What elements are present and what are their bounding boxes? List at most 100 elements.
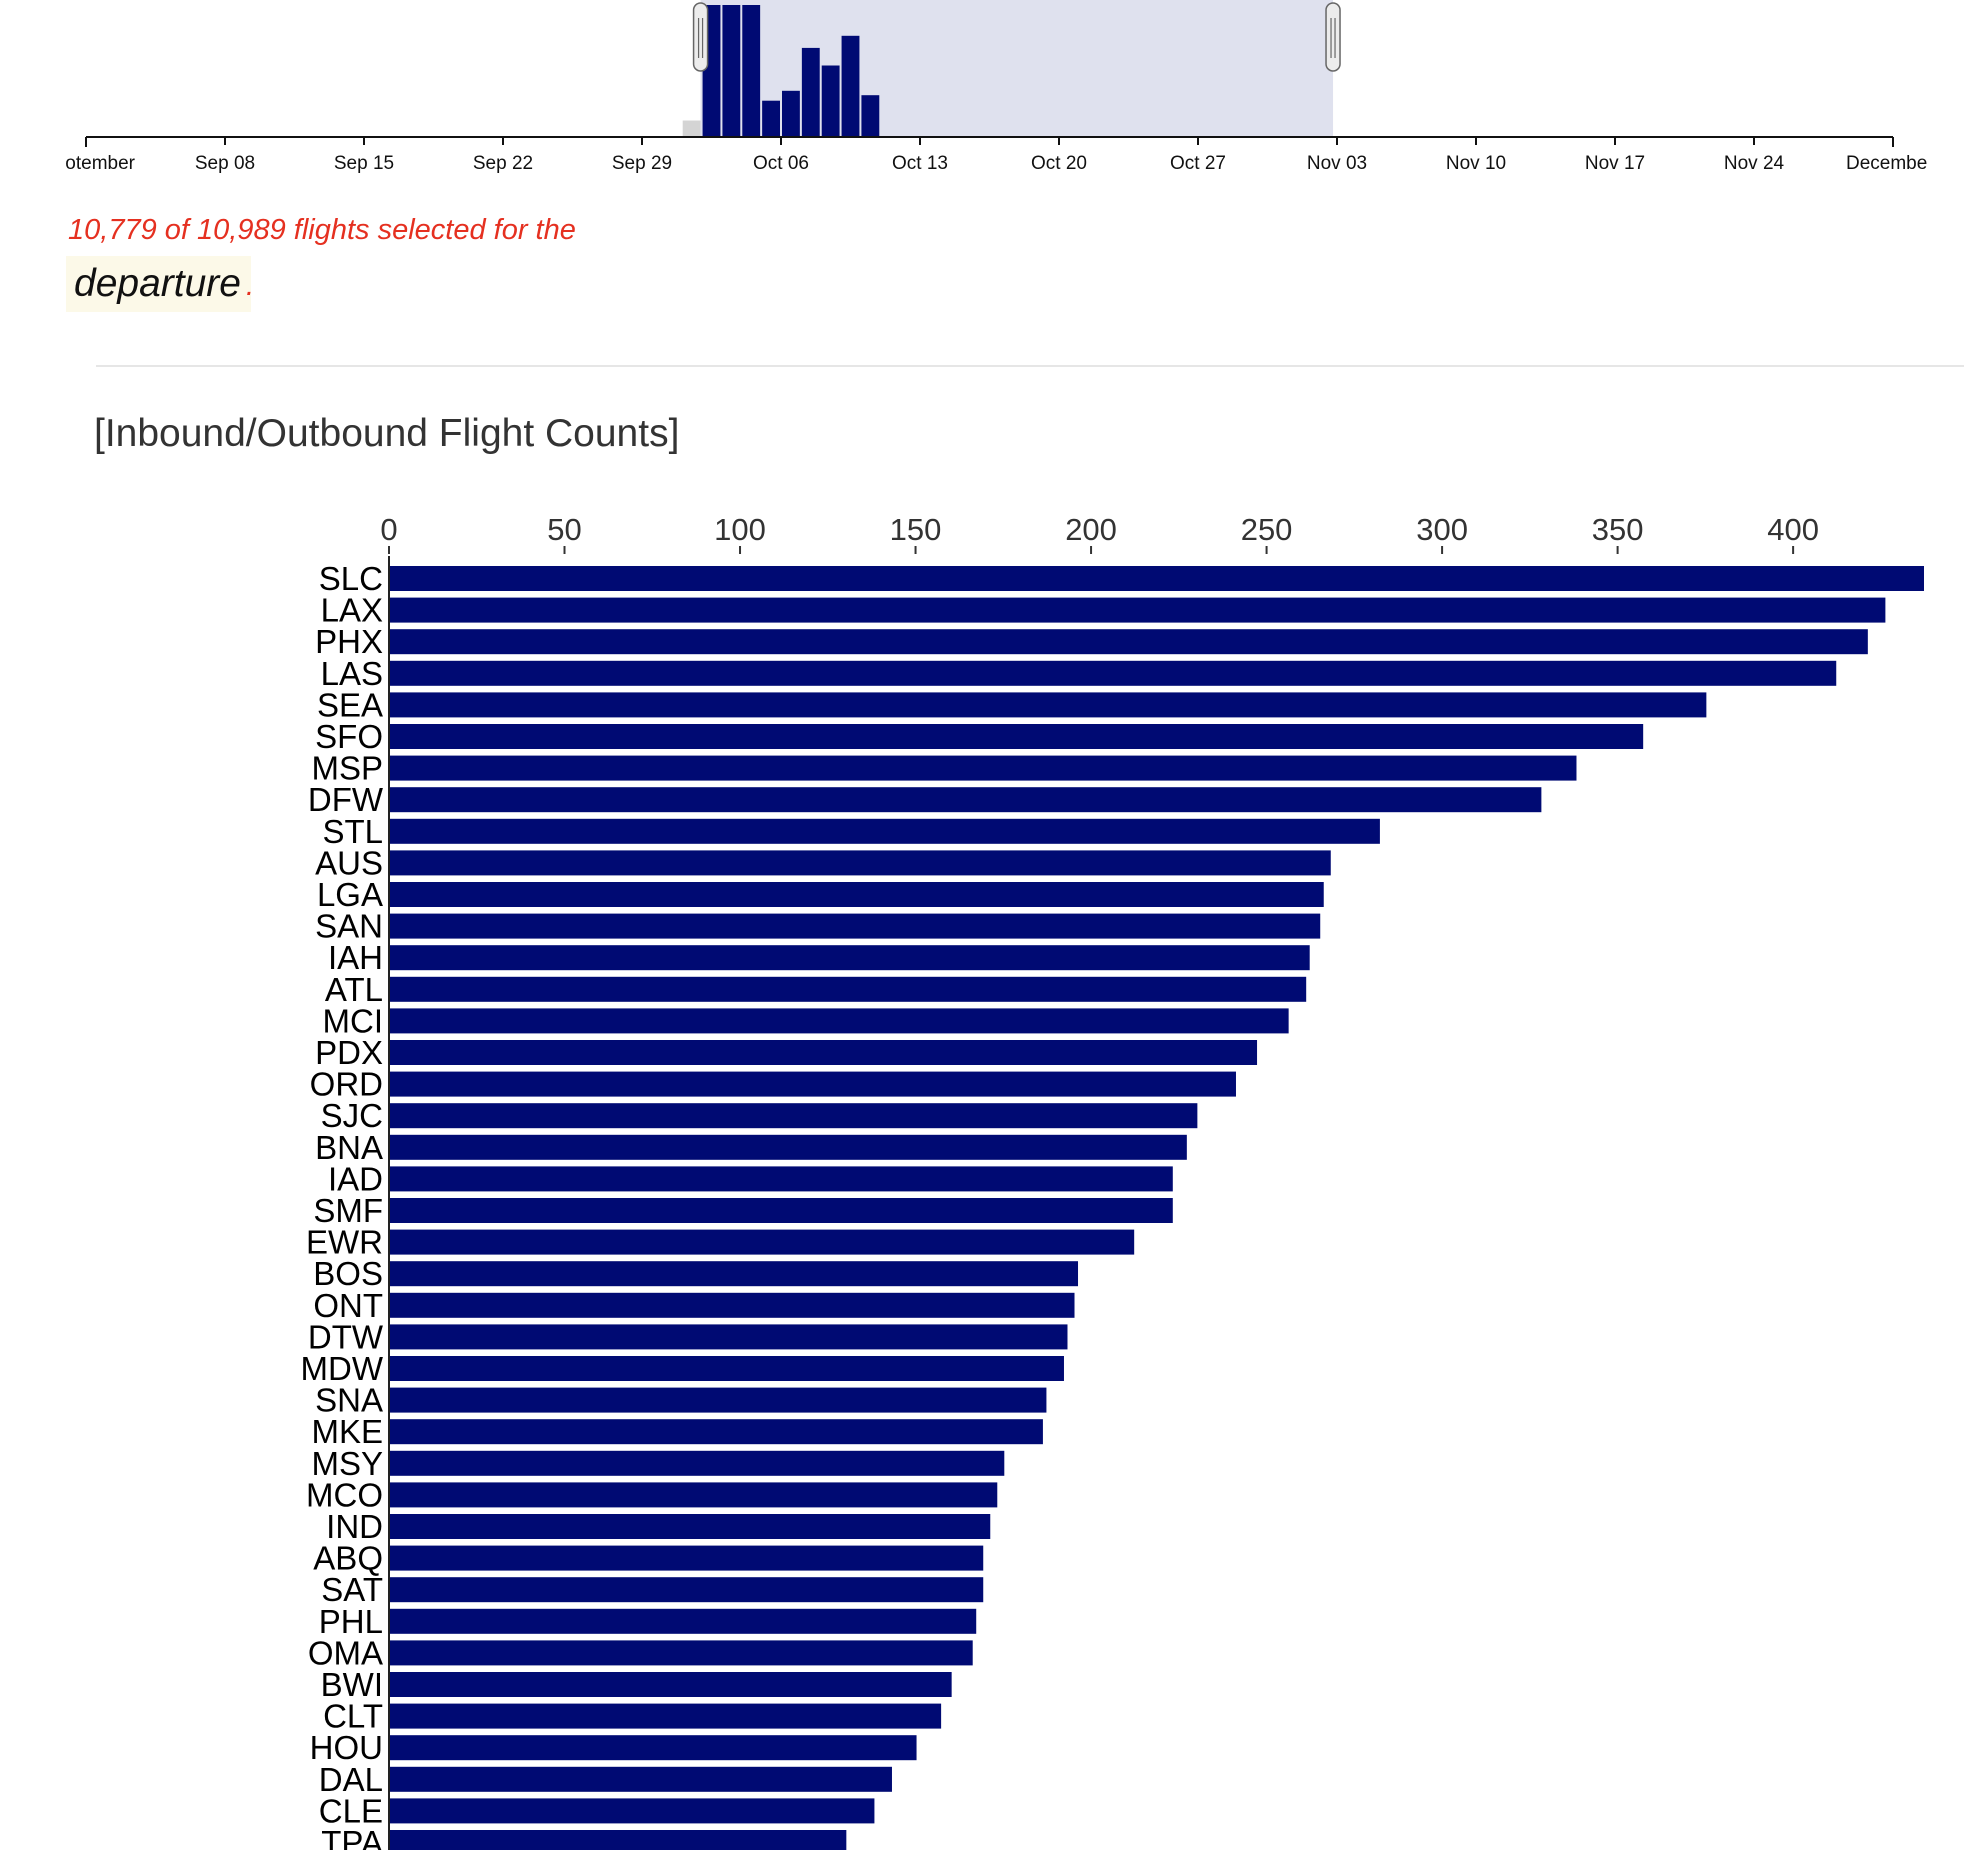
bar-lax[interactable] — [390, 597, 1886, 623]
dimension-chip[interactable]: departure — [66, 256, 251, 312]
y-axis-category-label: IAH — [328, 939, 383, 976]
y-axis-category-label: ABQ — [313, 1540, 383, 1577]
bar-msp[interactable] — [390, 755, 1577, 781]
brush-handle-right[interactable] — [1325, 2, 1341, 72]
timeline-brush-chart: otember Sep 08 Sep 15 Sep 22 Sep 29 Oct 06 Oct… — [65, 0, 1927, 174]
handle-grip[interactable] — [692, 2, 709, 72]
bar-iah[interactable] — [390, 945, 1310, 971]
x-axis-tick-label: 0 — [380, 512, 397, 547]
bar-slc[interactable] — [390, 566, 1924, 591]
timeline-tick-label: Nov 17 — [1585, 153, 1645, 174]
timeline-tick-label: otember — [65, 153, 135, 174]
bar-ewr[interactable] — [390, 1229, 1135, 1255]
bar-dtw[interactable] — [390, 1324, 1068, 1350]
timeline-tick-label: Decembe — [1846, 153, 1927, 174]
bar-mco[interactable] — [390, 1482, 998, 1508]
y-axis-category-label: SAN — [315, 908, 383, 945]
bar-sjc[interactable] — [390, 1103, 1198, 1129]
bar-stl[interactable] — [390, 818, 1380, 844]
y-axis-category-label: AUS — [315, 844, 383, 881]
x-axis-tick-label: 300 — [1416, 512, 1468, 547]
bar-dal[interactable] — [390, 1766, 892, 1792]
y-axis-category-label: MCI — [323, 1002, 384, 1039]
bar-hou[interactable] — [390, 1735, 917, 1761]
bar-phl[interactable] — [390, 1608, 977, 1634]
timeline-day-bar — [762, 100, 780, 137]
bar-cle[interactable] — [390, 1798, 875, 1824]
bar-ind[interactable] — [390, 1514, 991, 1539]
timeline-tick-label: Nov 10 — [1446, 153, 1506, 174]
bar-tpa[interactable] — [390, 1830, 847, 1850]
y-axis-category-label: ORD — [310, 1066, 383, 1103]
y-axis-category-label: CLT — [323, 1698, 383, 1735]
bar-mdw[interactable] — [390, 1356, 1064, 1381]
timeline-tick-label: Sep 15 — [334, 153, 394, 174]
bar-phx[interactable] — [390, 629, 1868, 655]
bar-dfw[interactable] — [390, 787, 1542, 813]
y-axis-category-label: OMA — [308, 1634, 383, 1671]
bar-iad[interactable] — [390, 1166, 1173, 1192]
bar-atl[interactable] — [390, 976, 1307, 1002]
bar-sfo[interactable] — [390, 724, 1644, 749]
y-axis-category-label: MSP — [311, 750, 383, 787]
bar-smf[interactable] — [390, 1198, 1173, 1223]
timeline-day-bar — [782, 90, 800, 137]
y-axis-category-label: MSY — [311, 1445, 383, 1482]
timeline-day-bar — [722, 5, 741, 137]
bar-las[interactable] — [390, 660, 1837, 686]
y-axis-category-label: STL — [322, 813, 383, 850]
y-axis-category-label: TPA — [321, 1824, 383, 1850]
y-axis-category-label: BWI — [321, 1666, 383, 1703]
timeline-tick-label: Oct 13 — [892, 153, 948, 174]
y-axis-category-label: LAX — [321, 592, 383, 629]
bar-aus[interactable] — [390, 850, 1331, 876]
x-axis-tick-label: 250 — [1241, 512, 1293, 547]
handle-grip[interactable] — [1325, 2, 1341, 72]
bar-mke[interactable] — [390, 1419, 1043, 1445]
y-axis-category-label: SLC — [319, 560, 383, 597]
bar-ont[interactable] — [390, 1292, 1075, 1318]
bar-sat[interactable] — [390, 1577, 984, 1603]
y-axis-category-label: BOS — [313, 1255, 383, 1292]
bar-san[interactable] — [390, 913, 1321, 939]
y-axis-category-label: SEA — [317, 686, 383, 723]
timeline-tick-label: Oct 27 — [1170, 153, 1226, 174]
y-axis-category-label: SAT — [321, 1571, 383, 1608]
bar-bna[interactable] — [390, 1134, 1187, 1160]
bar-bwi[interactable] — [390, 1672, 952, 1697]
x-axis-tick-label: 350 — [1592, 512, 1644, 547]
bar-pdx[interactable] — [390, 1040, 1258, 1065]
bar-ord[interactable] — [390, 1071, 1236, 1097]
bar-lga[interactable] — [390, 882, 1324, 907]
timeline-tick-label: Oct 20 — [1031, 153, 1087, 174]
y-axis-category-label: IND — [326, 1508, 383, 1545]
timeline-day-bar — [742, 5, 761, 137]
x-axis-tick-label: 150 — [890, 512, 942, 547]
y-axis-category-label: HOU — [310, 1729, 383, 1766]
y-axis-category-label: BNA — [315, 1129, 383, 1166]
bar-clt[interactable] — [390, 1703, 942, 1729]
bar-msy[interactable] — [390, 1450, 1005, 1476]
selection-status-text: 10,779 of 10,989 flights selected for th… — [68, 214, 576, 246]
bar-bos[interactable] — [390, 1261, 1079, 1287]
timeline-day-bar — [841, 35, 860, 137]
y-axis-category-label: SNA — [315, 1382, 383, 1419]
bar-mci[interactable] — [390, 1008, 1289, 1034]
x-axis-tick-label: 400 — [1767, 512, 1819, 547]
timeline-day-bar — [682, 120, 701, 137]
y-axis-category-label: ATL — [325, 971, 383, 1008]
y-axis-category-label: MKE — [311, 1413, 383, 1450]
y-axis-category-label: SMF — [313, 1192, 383, 1229]
brush-handle-left[interactable] — [692, 2, 709, 72]
y-axis-category-label: IAD — [328, 1160, 383, 1197]
timeline-tick-label: Sep 22 — [473, 153, 533, 174]
bar-sea[interactable] — [390, 692, 1707, 718]
bar-abq[interactable] — [390, 1545, 984, 1571]
y-axis-category-label: DFW — [308, 781, 384, 818]
timeline-day-bar — [861, 95, 880, 137]
bar-sna[interactable] — [390, 1387, 1047, 1413]
y-axis-category-label: LAS — [321, 655, 383, 692]
bar-oma[interactable] — [390, 1640, 973, 1666]
timeline-tick-label: Nov 03 — [1307, 153, 1367, 174]
